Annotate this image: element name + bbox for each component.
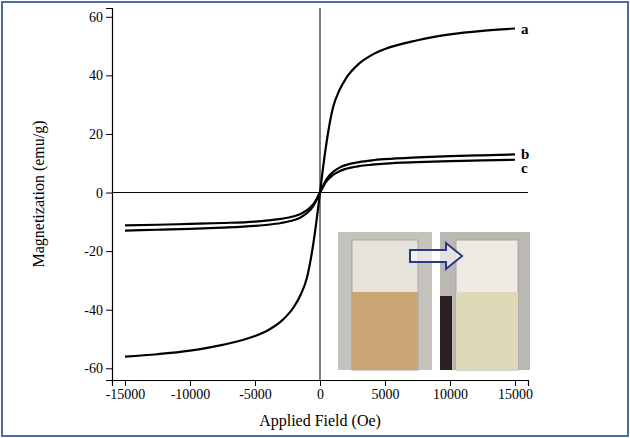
x-axis-title: Applied Field (Oe) [259,412,381,430]
tick-mark [125,380,126,386]
tick-mark [515,380,516,386]
tick-mark [255,380,256,386]
tick-label: -5000 [239,387,272,402]
inset-photo [338,232,530,370]
photo-part [440,296,452,370]
photo-part [352,292,418,370]
tick: -60 [84,361,112,376]
tick-label: -10000 [171,387,211,402]
tick-label: 15000 [498,387,533,402]
tick-mark [320,380,321,386]
tick: 5000 [372,380,400,402]
tick-label: 5000 [372,387,400,402]
tick: 0 [317,380,324,402]
arrow [410,243,462,269]
tick-label: -60 [84,361,103,376]
photo-part [456,292,518,370]
series-label: c [521,160,528,176]
series-label: a [521,21,529,37]
tick: 15000 [498,380,533,402]
series-line [125,154,515,230]
photo-part [456,240,518,370]
y-axis-title: Magnetization (emu/g) [30,120,48,267]
tick-label: -40 [84,303,103,318]
series-line [125,160,515,226]
tick-mark [106,310,112,311]
tick: 60 [89,10,112,25]
tick: 0 [96,186,112,201]
tick: 40 [89,68,112,83]
tick-label: -20 [84,244,103,259]
tick-label: 20 [89,127,103,142]
figure-frame [2,2,628,436]
x-axis: -15000 -10000 -5000 0 5000 10000 15000 [106,380,533,402]
tick: 10000 [433,380,468,402]
axis-line [113,381,529,387]
tick-mark [106,17,112,18]
tick-mark [106,75,112,76]
tick-label: 60 [89,10,103,25]
tick-label: 40 [89,68,103,83]
tick-label: 0 [96,186,103,201]
y-axis: -60 -40 -20 0 20 40 60 [84,9,112,381]
chart: -15000 -10000 -5000 0 5000 10000 15000 -60 -40 -2… [0,0,630,438]
tick-mark [106,251,112,252]
tick-mark [106,134,112,135]
tick-mark [450,380,451,386]
tick-label: 10000 [433,387,468,402]
tick: -40 [84,303,112,318]
tick-label: 0 [317,387,324,402]
tick-mark [106,193,112,194]
tick: -15000 [106,380,146,402]
tick-mark [190,380,191,386]
tick-mark [385,380,386,386]
axis-line [106,9,113,381]
tick: -5000 [239,380,272,402]
tick-label: -15000 [106,387,146,402]
tick: 20 [89,127,112,142]
photo-part [352,240,418,370]
tick: -20 [84,244,112,259]
tick: -10000 [171,380,211,402]
tick-mark [106,368,112,369]
